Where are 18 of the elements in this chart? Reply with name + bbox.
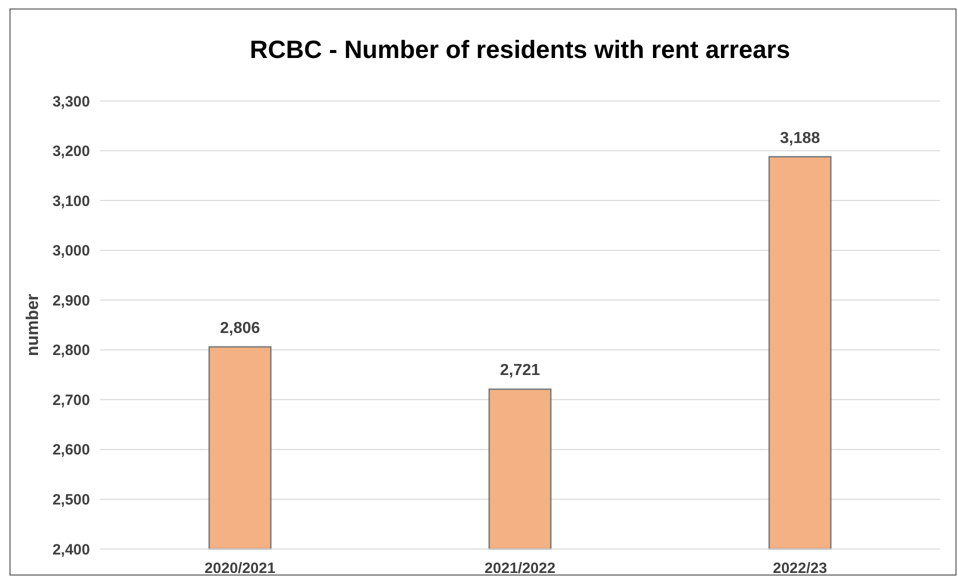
y-tick-label: 2,900 — [52, 292, 90, 310]
y-tick-label: 2,400 — [52, 541, 90, 558]
y-tick-label: 3,100 — [52, 192, 90, 210]
data-label: 2,806 — [220, 320, 260, 337]
x-tick-label: 2022/23 — [772, 560, 828, 576]
y-tick-label: 2,800 — [52, 342, 90, 360]
x-tick-label: 2021/2022 — [484, 560, 556, 576]
y-tick-label: 2,600 — [52, 442, 90, 459]
y-tick-label: 2,500 — [52, 491, 90, 508]
y-tick-label: 3,200 — [52, 143, 90, 160]
x-tick-label: 2020/2021 — [204, 560, 276, 576]
y-axis-title: number — [23, 293, 42, 356]
chart-title: RCBC - Number of residents with rent arrears — [250, 36, 790, 64]
y-tick-label: 2,700 — [52, 392, 90, 409]
y-tick-label: 3,300 — [52, 93, 90, 110]
y-tick-label: 3,000 — [52, 242, 90, 260]
data-label: 2,721 — [500, 362, 540, 380]
data-label: 3,188 — [780, 130, 820, 147]
